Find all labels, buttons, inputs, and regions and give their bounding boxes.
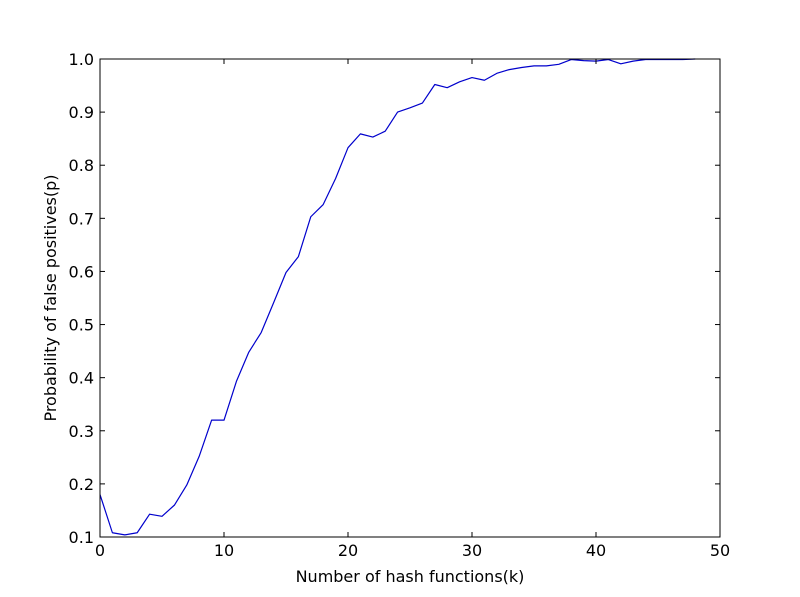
y-tick-label: 0.2	[69, 475, 94, 494]
x-tick-label: 0	[95, 541, 105, 560]
y-axis: 0.1 0.2 0.3 0.4 0.5 0.6 0.7 0.8 0.9 1.0	[69, 50, 720, 547]
plot-frame	[99, 58, 721, 538]
y-tick-label: 0.8	[69, 156, 94, 175]
y-tick-label: 1.0	[69, 50, 94, 69]
y-tick-label: 0.5	[69, 316, 94, 335]
x-tick-label: 40	[586, 541, 606, 560]
y-tick-label: 0.9	[69, 103, 94, 122]
y-tick-label: 0.6	[69, 262, 94, 281]
y-tick-label: 0.7	[69, 209, 94, 228]
x-tick-label: 20	[338, 541, 358, 560]
y-tick-label: 0.1	[69, 528, 94, 547]
series-line-0	[99, 58, 696, 536]
x-tick-label: 10	[214, 541, 234, 560]
y-tick-label: 0.4	[69, 369, 94, 388]
x-tick-label: 50	[710, 541, 730, 560]
y-axis-label: Probability of false positives(p)	[41, 174, 60, 421]
x-axis-label: Number of hash functions(k)	[296, 567, 525, 586]
y-tick-label: 0.3	[69, 422, 94, 441]
x-axis: 0 10 20 30 40 50	[95, 59, 730, 560]
x-tick-label: 30	[462, 541, 482, 560]
plot-area	[99, 58, 721, 538]
